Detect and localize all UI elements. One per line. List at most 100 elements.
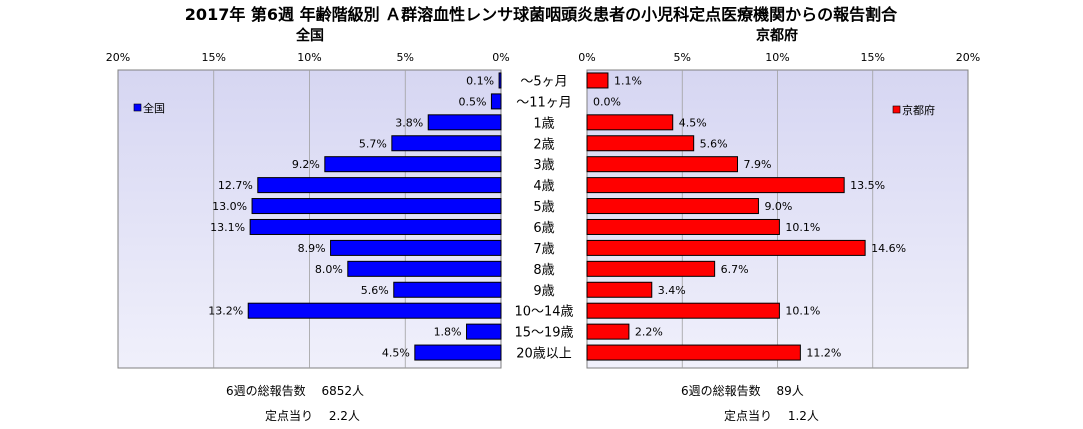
left-bar bbox=[257, 177, 502, 194]
left-bar bbox=[427, 114, 502, 131]
right-value-label: 5.6% bbox=[700, 137, 728, 150]
right-bar bbox=[586, 281, 653, 298]
right-panel-title: 京都府 bbox=[756, 27, 798, 44]
left-tick-label: 20% bbox=[106, 51, 130, 64]
category-label: 6歳 bbox=[533, 221, 554, 236]
left-value-label: 4.5% bbox=[382, 347, 410, 360]
right-value-label: 6.7% bbox=[721, 263, 749, 276]
left-value-label: 12.7% bbox=[218, 179, 253, 192]
left-bar bbox=[498, 72, 502, 89]
right-bar bbox=[586, 177, 845, 194]
left-tick-label: 5% bbox=[397, 51, 414, 64]
right-value-label: 14.6% bbox=[871, 242, 906, 255]
right-bar bbox=[586, 135, 695, 152]
right-tick-labels: 0% 5% 10% 15% 20% bbox=[578, 51, 980, 64]
right-bar bbox=[586, 198, 759, 215]
left-bar bbox=[466, 323, 502, 340]
right-tick-label: 5% bbox=[674, 51, 691, 64]
left-total-reports: 6週の総報告数 6852人 bbox=[226, 384, 364, 398]
left-value-label: 8.0% bbox=[315, 263, 343, 276]
left-legend-label: 全国 bbox=[143, 101, 165, 115]
right-tick-label: 10% bbox=[765, 51, 789, 64]
right-tick-label: 20% bbox=[956, 51, 980, 64]
right-bars bbox=[586, 72, 866, 361]
category-label: 5歳 bbox=[533, 200, 554, 215]
right-legend-swatch bbox=[892, 105, 901, 114]
right-bar bbox=[586, 218, 780, 235]
right-per-point: 定点当り 1.2人 bbox=[724, 409, 819, 423]
left-tick-label: 10% bbox=[297, 51, 321, 64]
right-bar bbox=[586, 72, 609, 89]
left-legend-swatch bbox=[133, 103, 142, 112]
category-label: 4歳 bbox=[533, 179, 554, 194]
left-bar bbox=[347, 260, 502, 277]
right-bar bbox=[586, 260, 716, 277]
right-bar bbox=[586, 156, 738, 173]
category-label: 1歳 bbox=[533, 116, 554, 131]
right-value-label: 0.0% bbox=[593, 95, 621, 108]
left-bar bbox=[324, 156, 502, 173]
right-value-label: 1.1% bbox=[614, 74, 642, 87]
right-value-label: 10.1% bbox=[785, 305, 820, 318]
left-value-label: 13.1% bbox=[210, 221, 245, 234]
left-value-label: 5.6% bbox=[361, 284, 389, 297]
left-per-point: 定点当り 2.2人 bbox=[265, 409, 360, 423]
category-labels: ～5ヶ月 ～11ヶ月 1歳 2歳 3歳 4歳 5歳 6歳 7歳 8歳 9歳 10～14歳 15～19歳 2… bbox=[514, 74, 573, 361]
left-value-label: 13.2% bbox=[208, 305, 243, 318]
right-value-label: 2.2% bbox=[635, 326, 663, 339]
right-bar bbox=[586, 323, 630, 340]
right-value-labels: 1.1% 0.0% 4.5% 5.6% 7.9% 13.5% 9.0% 10.1% 14.6% 6… bbox=[593, 74, 906, 359]
left-bar bbox=[247, 302, 502, 319]
left-tick-label: 15% bbox=[202, 51, 226, 64]
chart-title: 2017年 第6週 年齢階級別 Ａ群溶血性レンサ球菌咽頭炎患者の小児科定点医療機… bbox=[185, 5, 898, 24]
left-value-label: 0.1% bbox=[466, 74, 494, 87]
left-bar bbox=[391, 135, 502, 152]
left-bars bbox=[247, 72, 502, 361]
category-label: 9歳 bbox=[533, 284, 554, 299]
right-total-reports: 6週の総報告数 89人 bbox=[681, 384, 804, 398]
left-value-label: 5.7% bbox=[359, 137, 387, 150]
category-label: 2歳 bbox=[533, 137, 554, 152]
category-label: ～11ヶ月 bbox=[516, 95, 572, 110]
left-tick-label: 0% bbox=[492, 51, 509, 64]
left-panel-title: 全国 bbox=[295, 27, 324, 44]
left-bar bbox=[330, 239, 502, 256]
left-bar bbox=[251, 198, 502, 215]
left-legend: 全国 bbox=[133, 101, 165, 115]
right-value-label: 9.0% bbox=[764, 200, 792, 213]
category-label: 3歳 bbox=[533, 158, 554, 173]
left-value-label: 13.0% bbox=[212, 200, 247, 213]
category-label: 10～14歳 bbox=[514, 305, 573, 320]
left-value-label: 0.5% bbox=[458, 95, 486, 108]
left-value-label: 1.8% bbox=[434, 326, 462, 339]
left-tick-labels: 0% 5% 10% 15% 20% bbox=[106, 51, 510, 64]
left-bar bbox=[414, 344, 502, 361]
right-bar bbox=[586, 114, 674, 131]
left-bar bbox=[249, 218, 502, 235]
right-bar bbox=[586, 302, 780, 319]
category-label: ～5ヶ月 bbox=[520, 74, 567, 89]
left-bar bbox=[393, 281, 502, 298]
right-value-label: 13.5% bbox=[850, 179, 885, 192]
left-value-label: 9.2% bbox=[292, 158, 320, 171]
right-value-label: 3.4% bbox=[658, 284, 686, 297]
right-bar bbox=[586, 239, 866, 256]
right-tick-label: 15% bbox=[861, 51, 885, 64]
right-value-label: 7.9% bbox=[743, 158, 771, 171]
left-value-label: 3.8% bbox=[395, 116, 423, 129]
right-value-label: 10.1% bbox=[785, 221, 820, 234]
right-tick-label: 0% bbox=[578, 51, 595, 64]
right-bar bbox=[586, 344, 801, 361]
left-bar bbox=[490, 93, 502, 110]
right-value-label: 11.2% bbox=[806, 347, 841, 360]
right-legend-label: 京都府 bbox=[902, 103, 935, 117]
right-value-label: 4.5% bbox=[679, 116, 707, 129]
left-value-label: 8.9% bbox=[298, 242, 326, 255]
category-label: 15～19歳 bbox=[514, 326, 573, 341]
category-label: 7歳 bbox=[533, 242, 554, 257]
left-value-labels: 0.1% 0.5% 3.8% 5.7% 9.2% 12.7% 13.0% 13.1% 8.9% 8… bbox=[208, 74, 494, 359]
category-label: 20歳以上 bbox=[516, 347, 572, 362]
right-legend: 京都府 bbox=[892, 103, 935, 117]
category-label: 8歳 bbox=[533, 263, 554, 278]
